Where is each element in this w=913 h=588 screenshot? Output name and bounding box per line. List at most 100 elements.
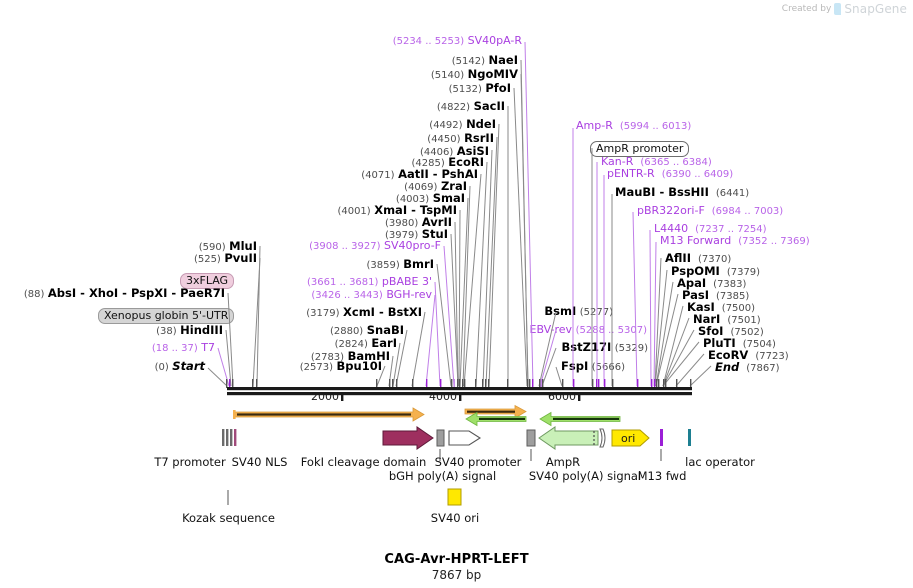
label-eari[interactable]: (2824) EarI	[0, 337, 397, 351]
label-end[interactable]: End (7867)	[715, 361, 780, 375]
label-ndei[interactable]: (4492) NdeI	[0, 118, 496, 132]
label-zrai[interactable]: (4069) ZraI	[0, 180, 467, 194]
label-bmri[interactable]: (3859) BmrI	[0, 258, 434, 272]
label-position: (7867)	[746, 363, 780, 374]
feature-sv40-ori[interactable]	[447, 488, 462, 506]
caption-lac-operator[interactable]: lac operator	[660, 455, 780, 469]
label-ampr-promoter[interactable]: AmpR promoter	[590, 137, 690, 157]
label-nari[interactable]: NarI (7501)	[693, 313, 761, 327]
label-amp-r[interactable]: Amp-R (5994 .. 6013)	[576, 120, 691, 133]
label-position: (7352 .. 7369)	[738, 236, 810, 247]
label-pfoi[interactable]: (5132) PfoI	[0, 82, 511, 96]
label-smai[interactable]: (4003) SmaI	[0, 192, 465, 206]
label-sv40pa-r[interactable]: (5234 .. 5253) SV40pA-R	[0, 35, 522, 48]
caption-sv40-ori[interactable]: SV40 ori	[415, 511, 495, 525]
label-xmai[interactable]: (4001) XmaI - TspMI	[0, 204, 457, 218]
label-position: (6390 .. 6409)	[661, 169, 734, 180]
label-ngomiv[interactable]: (5140) NgoMIV	[0, 68, 518, 82]
caption-t7-promoter[interactable]: T7 promoter	[150, 455, 230, 469]
feature-bgh-polya-signal[interactable]	[436, 429, 445, 447]
label-pbabe3[interactable]: (3661 .. 3681) pBABE 3'	[0, 276, 432, 289]
label-position: (3661 .. 3681)	[307, 277, 379, 288]
label-snabi[interactable]: (2880) SnaBI	[0, 324, 404, 338]
label-pspomi[interactable]: PspOMI (7379)	[671, 265, 760, 279]
feature-foki-cleavage-domain[interactable]	[382, 426, 434, 450]
feature-ori[interactable]	[611, 429, 650, 447]
label-apai[interactable]: ApaI (7383)	[677, 277, 746, 291]
label-bamhi[interactable]: (2783) BamHI	[0, 350, 390, 364]
label-name: PfoI	[485, 81, 511, 95]
label-rsrii[interactable]: (4450) RsrII	[0, 132, 494, 146]
label-asisi[interactable]: (4406) AsiSI	[0, 145, 489, 159]
label-kan-r[interactable]: Kan-R (6365 .. 6384)	[601, 156, 712, 169]
orf-arrow-1[interactable]	[233, 407, 425, 422]
feature-sv40-polya-signal[interactable]	[526, 429, 536, 447]
label-pbr322ori-f[interactable]: pBR322ori-F (6984 .. 7003)	[637, 205, 783, 218]
snapgene-logo-icon	[834, 3, 842, 15]
feature-sv40-promoter[interactable]	[448, 430, 482, 446]
orf-arrow-3[interactable]	[465, 411, 527, 427]
label-fspi[interactable]: FspI (5666)	[400, 360, 625, 374]
caption-label: bGH poly(A) signal	[388, 469, 497, 483]
orf-arrow-2[interactable]	[464, 404, 527, 419]
caption-sv40-nls[interactable]: SV40 NLS	[222, 455, 297, 469]
label-position: (4450)	[427, 134, 461, 145]
caption-sv40-promoter[interactable]: SV40 promoter	[432, 455, 524, 469]
caption-ampr[interactable]: AmpR	[532, 455, 594, 469]
label-absi[interactable]: (88) AbsI - XhoI - PspXI - PaeR7I	[0, 287, 225, 301]
label-bghrev[interactable]: (3426 .. 3443) BGH-rev	[0, 289, 432, 302]
label-xcmi[interactable]: (3179) XcmI - BstXI	[0, 306, 422, 320]
orf-arrow-4[interactable]	[539, 411, 621, 427]
feature-tick-b[interactable]	[226, 429, 229, 446]
label-t7[interactable]: (18 .. 37) T7	[0, 342, 215, 355]
label-ebv-rev[interactable]: EBV-rev (5288 .. 5307)	[400, 323, 648, 337]
label-m13-forward[interactable]: M13 Forward (7352 .. 7369)	[660, 235, 810, 248]
label-avrii[interactable]: (3980) AvrII	[0, 216, 452, 230]
caption-sv40-polya-signal[interactable]: SV40 poly(A) signal	[511, 469, 659, 483]
feature-tick-d[interactable]	[234, 429, 237, 446]
label-sfoi[interactable]: SfoI (7502)	[698, 325, 764, 339]
label-pasi[interactable]: PasI (7385)	[682, 289, 749, 303]
label-naei[interactable]: (5142) NaeI	[0, 54, 518, 68]
label-name: End	[715, 360, 740, 374]
label-pluti[interactable]: PluTI (7504)	[703, 337, 776, 351]
caption-bgh-polya-signal[interactable]: bGH poly(A) signal	[375, 469, 510, 483]
label-bpu10i[interactable]: (2573) Bpu10I	[0, 360, 382, 374]
label-ecorv[interactable]: EcoRV (7723)	[708, 349, 789, 363]
label-position: (4003)	[395, 194, 430, 205]
label-aflii[interactable]: AflII (7370)	[665, 252, 731, 266]
ruler-tick-6000: 6000	[548, 390, 576, 403]
label-start[interactable]: (0) Start	[0, 360, 205, 374]
label-pentr-r[interactable]: pENTR-R (6390 .. 6409)	[607, 168, 733, 181]
label-bsmi[interactable]: BsmI (5277)	[400, 305, 613, 319]
label-name: SV40pA-R	[467, 34, 522, 47]
label-xenopus-globin-utr[interactable]: Xenopus globin 5'-UTR	[98, 304, 235, 324]
label-aatii[interactable]: (4071) AatII - PshAI	[0, 168, 478, 182]
label-position: (38)	[156, 326, 177, 337]
feature-lac-operator[interactable]	[688, 429, 691, 446]
label-mlui[interactable]: (590) MluI	[0, 240, 257, 254]
feature-sv40-nls[interactable]	[230, 429, 233, 446]
feature-chip-label: AmpR promoter	[590, 141, 690, 157]
label-sacii[interactable]: (4822) SacII	[0, 100, 505, 114]
label-hindiii[interactable]: (38) HindIII	[0, 324, 223, 338]
label-name: SacII	[473, 99, 505, 113]
label-kasi[interactable]: KasI (7500)	[687, 301, 755, 315]
label-l4440[interactable]: L4440 (7237 .. 7254)	[654, 223, 767, 236]
label-ecori[interactable]: (4285) EcoRI	[0, 156, 484, 170]
label-pvuii[interactable]: (525) PvuII	[0, 252, 257, 266]
label-name: Start	[172, 359, 205, 373]
label-name: MluI	[229, 239, 257, 253]
label-3xflag[interactable]: 3xFLAG	[180, 269, 235, 289]
caption-foki-cleavage-domain[interactable]: FokI cleavage domain	[296, 455, 431, 469]
caption-kozak-sequence[interactable]: Kozak sequence	[171, 511, 286, 525]
label-name: EBV-rev	[529, 323, 573, 336]
label-maubi[interactable]: MauBI - BssHII (6441)	[615, 186, 749, 200]
feature-ampr[interactable]	[538, 426, 599, 450]
label-stui[interactable]: (3979) StuI	[0, 228, 448, 242]
label-sv40pro-f[interactable]: (3908 .. 3927) SV40pro-F	[0, 240, 441, 253]
label-bstz17i[interactable]: BstZ17I (5329)	[400, 341, 649, 355]
feature-t7-promoter[interactable]	[222, 429, 225, 446]
caption-m13-fwd[interactable]: M13 fwd	[631, 469, 693, 483]
feature-m13-fwd[interactable]	[660, 429, 663, 446]
